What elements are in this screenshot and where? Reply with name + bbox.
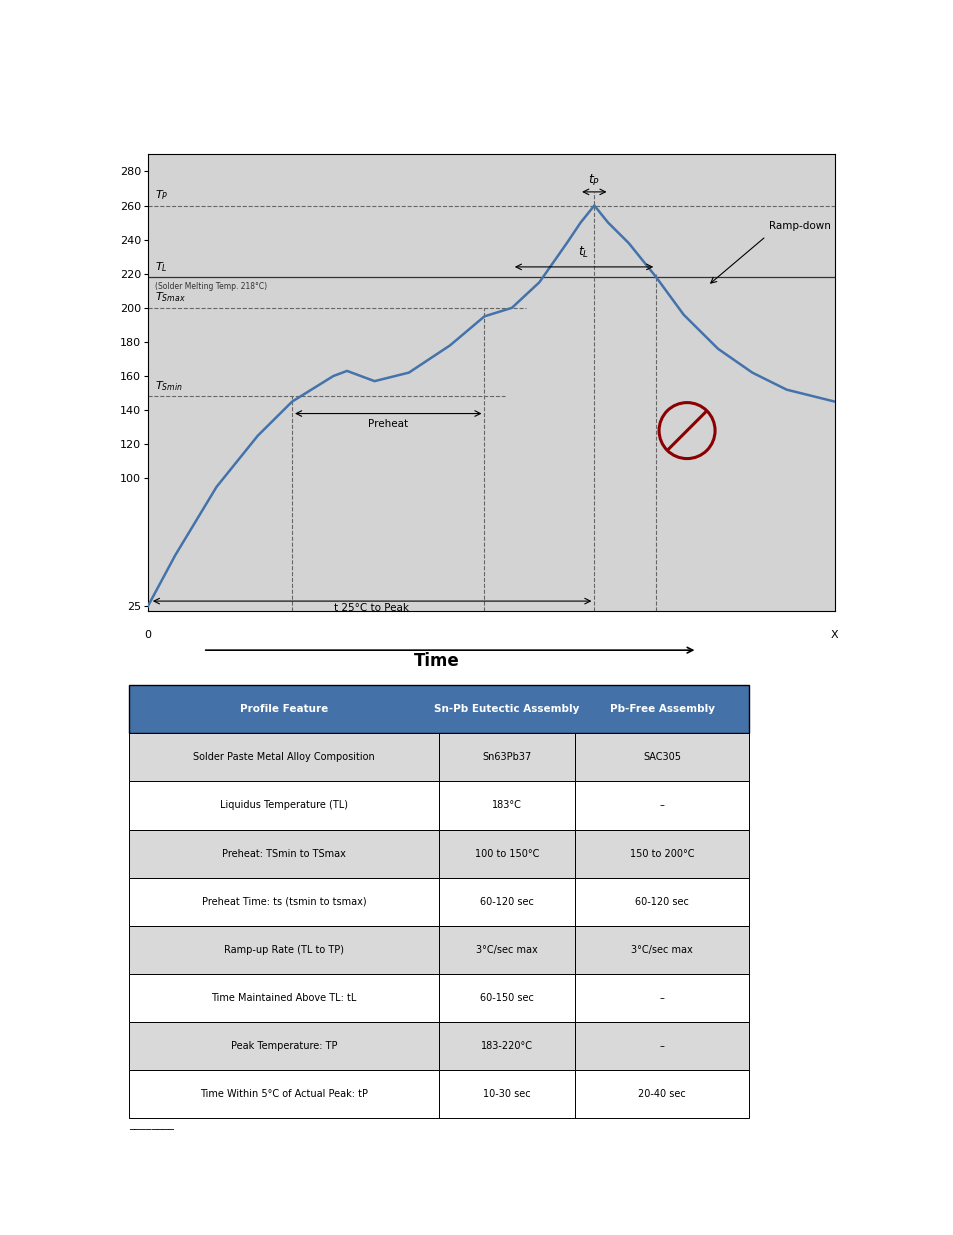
Text: 3°C/sec max: 3°C/sec max xyxy=(476,945,537,955)
Text: Preheat: TSmin to TSmax: Preheat: TSmin to TSmax xyxy=(222,848,345,858)
Text: Preheat: Preheat xyxy=(368,419,408,429)
Text: 20-40 sec: 20-40 sec xyxy=(638,1089,685,1099)
Text: 183°C: 183°C xyxy=(492,800,521,810)
Text: Time Within 5°C of Actual Peak: tP: Time Within 5°C of Actual Peak: tP xyxy=(199,1089,368,1099)
Text: $t_P$: $t_P$ xyxy=(588,173,599,189)
Text: $T_P$: $T_P$ xyxy=(154,188,168,203)
Text: $T_{Smax}$: $T_{Smax}$ xyxy=(154,290,185,304)
Text: 60-120 sec: 60-120 sec xyxy=(635,897,688,906)
Text: 60-120 sec: 60-120 sec xyxy=(479,897,534,906)
Text: Time Maintained Above TL: tL: Time Maintained Above TL: tL xyxy=(211,993,356,1003)
Text: $T_{Smin}$: $T_{Smin}$ xyxy=(154,379,182,393)
Text: –: – xyxy=(659,993,664,1003)
Text: 183-220°C: 183-220°C xyxy=(480,1041,533,1051)
Text: (Solder Melting Temp. 218°C): (Solder Melting Temp. 218°C) xyxy=(154,283,267,291)
Text: X: X xyxy=(830,630,838,640)
Text: 3°C/sec max: 3°C/sec max xyxy=(631,945,692,955)
Text: Solder Paste Metal Alloy Composition: Solder Paste Metal Alloy Composition xyxy=(193,752,375,762)
Text: Ramp-up Rate (TL to TP): Ramp-up Rate (TL to TP) xyxy=(224,945,343,955)
Text: Sn63Pb37: Sn63Pb37 xyxy=(482,752,531,762)
Text: –: – xyxy=(659,800,664,810)
Text: 150 to 200°C: 150 to 200°C xyxy=(629,848,694,858)
Text: $T_L$: $T_L$ xyxy=(154,259,167,274)
Text: t 25°C to Peak: t 25°C to Peak xyxy=(334,603,408,613)
Text: 100 to 150°C: 100 to 150°C xyxy=(475,848,538,858)
Text: –: – xyxy=(659,1041,664,1051)
Text: Pb-Free Assembly: Pb-Free Assembly xyxy=(609,704,714,714)
Text: Ramp-down: Ramp-down xyxy=(769,221,830,231)
Text: Time: Time xyxy=(413,652,458,671)
Text: $t_L$: $t_L$ xyxy=(578,245,589,261)
Text: 60-150 sec: 60-150 sec xyxy=(479,993,534,1003)
Text: 10-30 sec: 10-30 sec xyxy=(483,1089,530,1099)
Text: SAC305: SAC305 xyxy=(642,752,680,762)
Text: ________: ________ xyxy=(129,1120,173,1130)
Text: Preheat Time: ts (tsmin to tsmax): Preheat Time: ts (tsmin to tsmax) xyxy=(201,897,366,906)
Text: Sn-Pb Eutectic Assembly: Sn-Pb Eutectic Assembly xyxy=(434,704,579,714)
Text: Liquidus Temperature (TL): Liquidus Temperature (TL) xyxy=(219,800,348,810)
Text: Peak Temperature: TP: Peak Temperature: TP xyxy=(231,1041,336,1051)
Text: 0: 0 xyxy=(144,630,152,640)
Text: Profile Feature: Profile Feature xyxy=(239,704,328,714)
